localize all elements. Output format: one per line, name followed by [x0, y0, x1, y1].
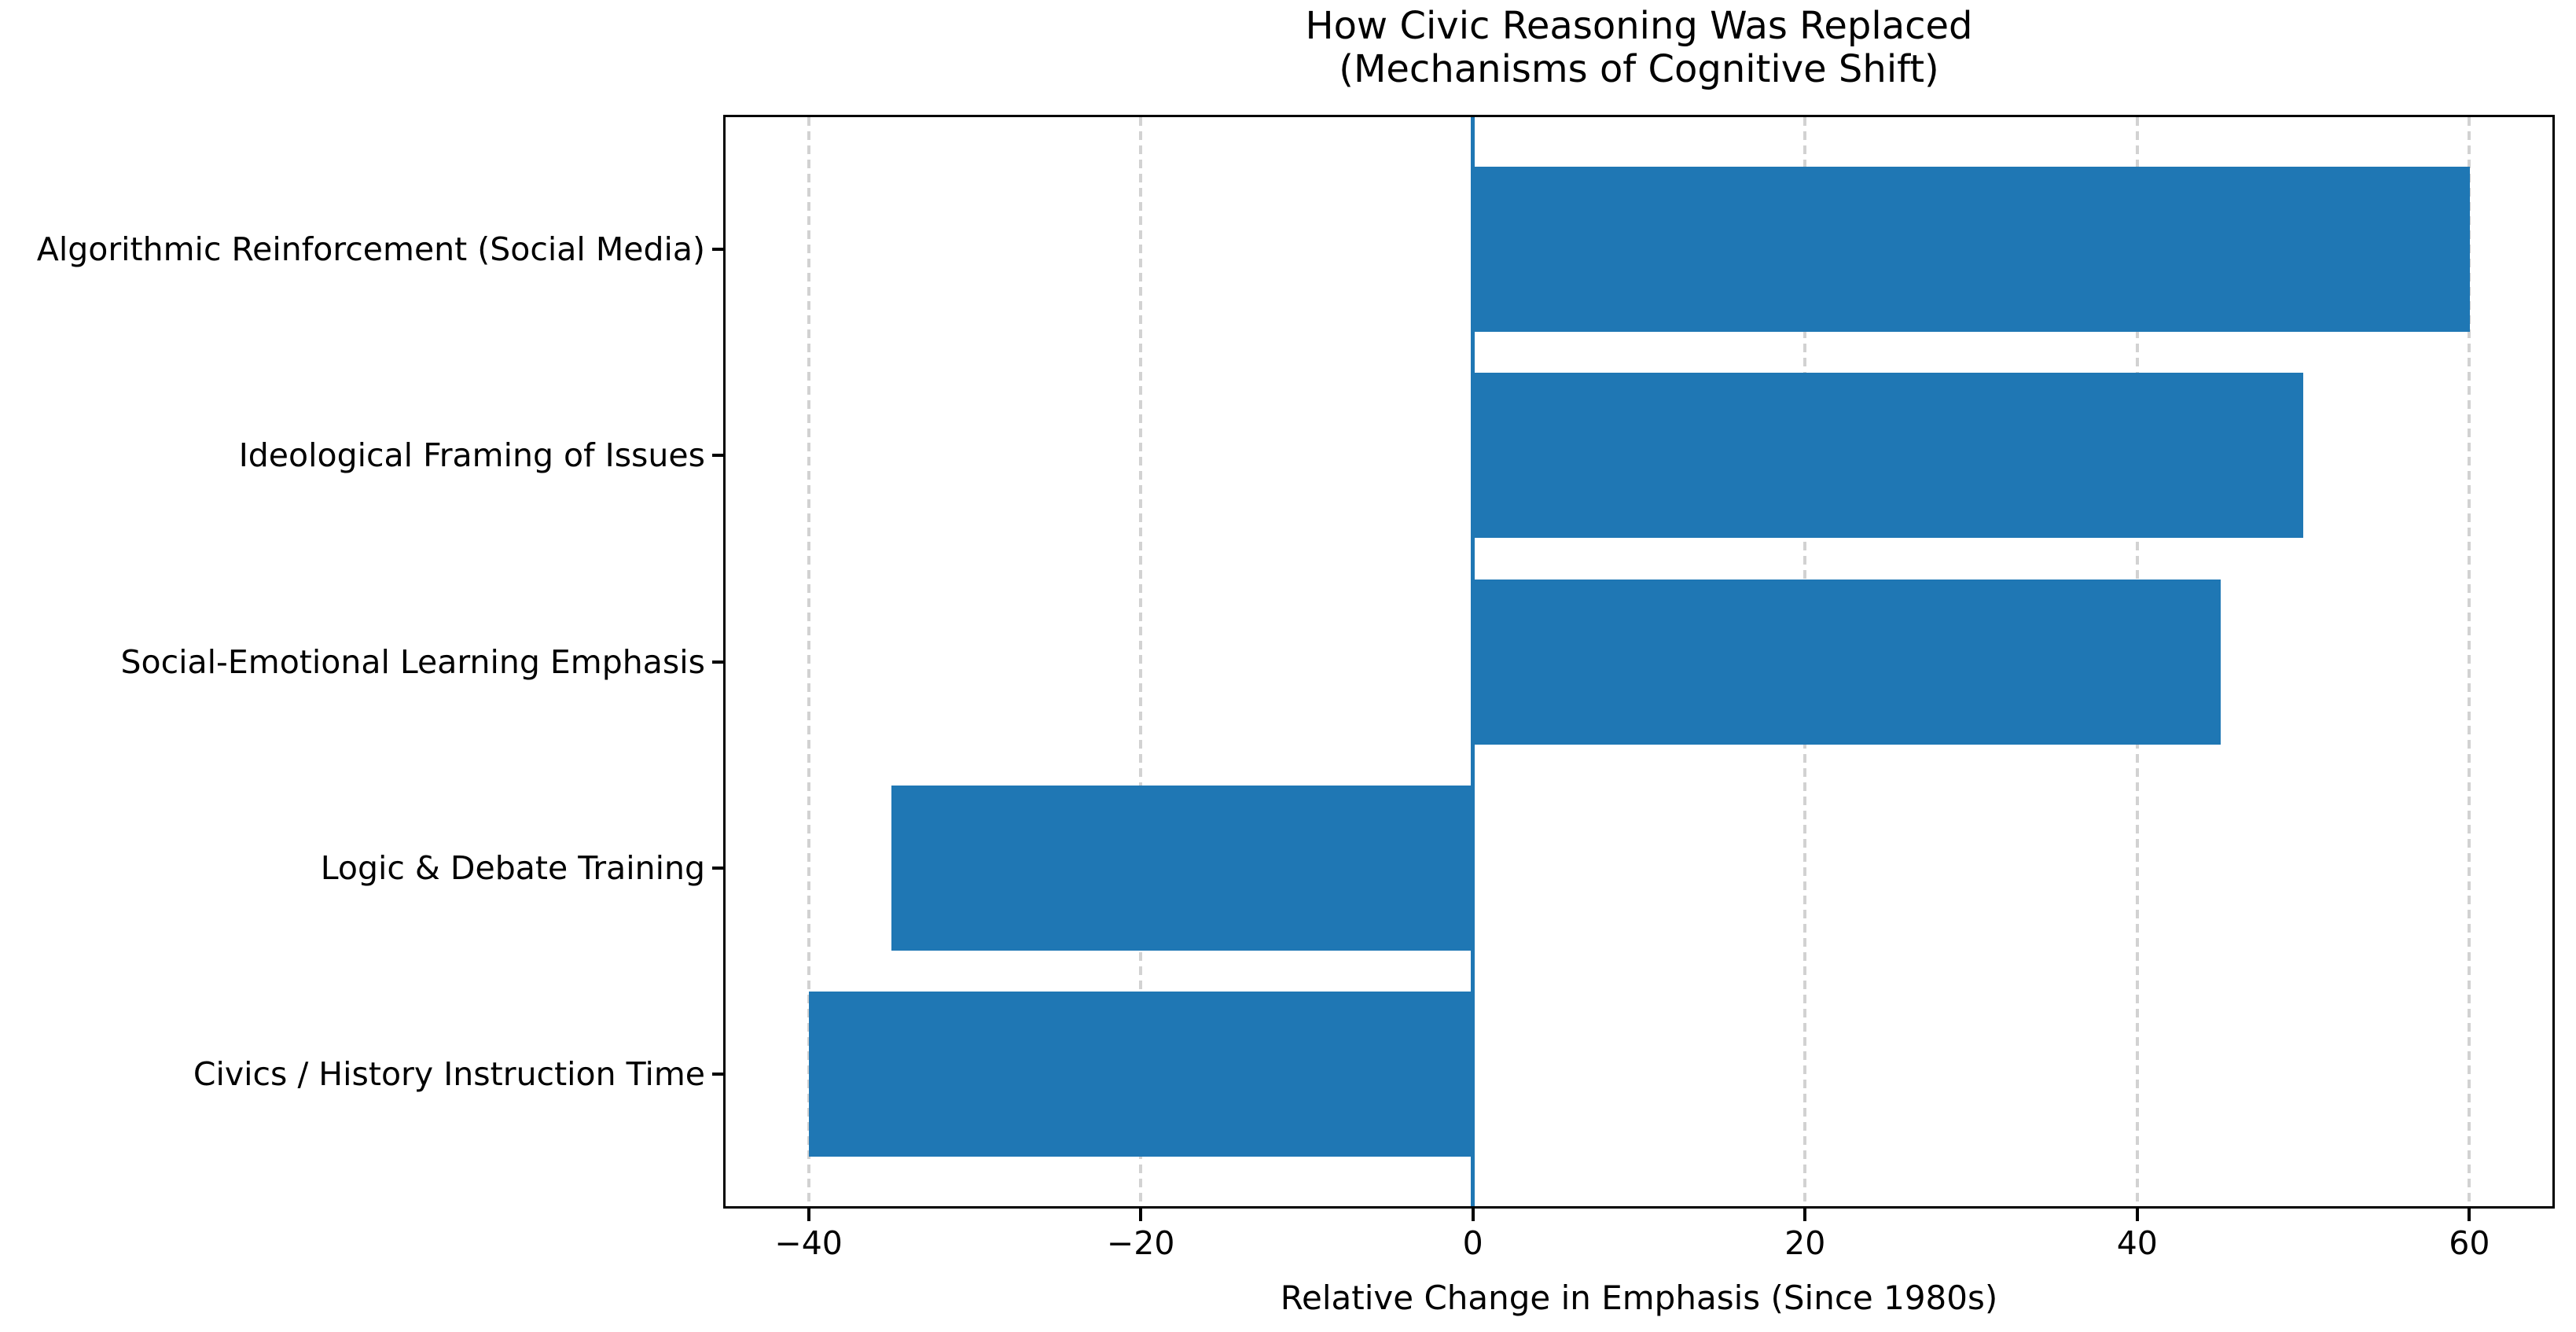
- x-tick-label-20: 20: [1784, 1224, 1826, 1262]
- bar-logic-debate-training: [891, 786, 1472, 951]
- x-axis-title: Relative Change in Emphasis (Since 1980s…: [1280, 1279, 1998, 1317]
- chart-title-line1: How Civic Reasoning Was Replaced: [1305, 4, 1973, 48]
- x-tick-label--40: −40: [774, 1224, 843, 1262]
- bar-ideological-framing-of-issues: [1473, 373, 2303, 538]
- x-tick-mark-20: [1803, 1209, 1807, 1221]
- y-category-label-social-emotional-learning-emphasis: Social-Emotional Learning Emphasis: [120, 643, 706, 681]
- x-tick-mark-60: [2468, 1209, 2471, 1221]
- plot-area: [712, 115, 2555, 1221]
- chart-title-line2: (Mechanisms of Cognitive Shift): [1339, 47, 1939, 92]
- y-category-label-ideological-framing-of-issues: Ideological Framing of Issues: [238, 436, 705, 474]
- x-tick-label-40: 40: [2116, 1224, 2158, 1262]
- chart-title: How Civic Reasoning Was Replaced (Mechan…: [1010, 4, 2268, 92]
- gridline-x--40: [807, 117, 810, 1206]
- bar-algorithmic-reinforcement-social-media: [1473, 167, 2470, 332]
- x-tick-label-0: 0: [1462, 1224, 1483, 1262]
- gridline-x-60: [2468, 117, 2471, 1206]
- y-category-label-logic-debate-training: Logic & Debate Training: [320, 849, 705, 887]
- y-tick-mark-algorithmic-reinforcement-social-media: [712, 248, 723, 251]
- bar-social-emotional-learning-emphasis: [1473, 580, 2221, 745]
- y-tick-mark-social-emotional-learning-emphasis: [712, 660, 723, 664]
- x-tick-mark-40: [2135, 1209, 2139, 1221]
- x-tick-mark--40: [807, 1209, 810, 1221]
- y-tick-mark-civics-history-instruction-time: [712, 1073, 723, 1076]
- y-tick-mark-logic-debate-training: [712, 867, 723, 870]
- y-category-label-algorithmic-reinforcement-social-media: Algorithmic Reinforcement (Social Media): [36, 230, 705, 268]
- y-category-label-civics-history-instruction-time: Civics / History Instruction Time: [193, 1055, 705, 1093]
- bar-civics-history-instruction-time: [809, 992, 1473, 1157]
- y-tick-mark-ideological-framing-of-issues: [712, 454, 723, 457]
- x-tick-mark-0: [1471, 1209, 1475, 1221]
- zero-reference-line: [1471, 117, 1475, 1206]
- x-tick-mark--20: [1139, 1209, 1143, 1221]
- gridline-x--20: [1139, 117, 1143, 1206]
- x-tick-label-60: 60: [2449, 1224, 2490, 1262]
- x-tick-label--20: −20: [1106, 1224, 1175, 1262]
